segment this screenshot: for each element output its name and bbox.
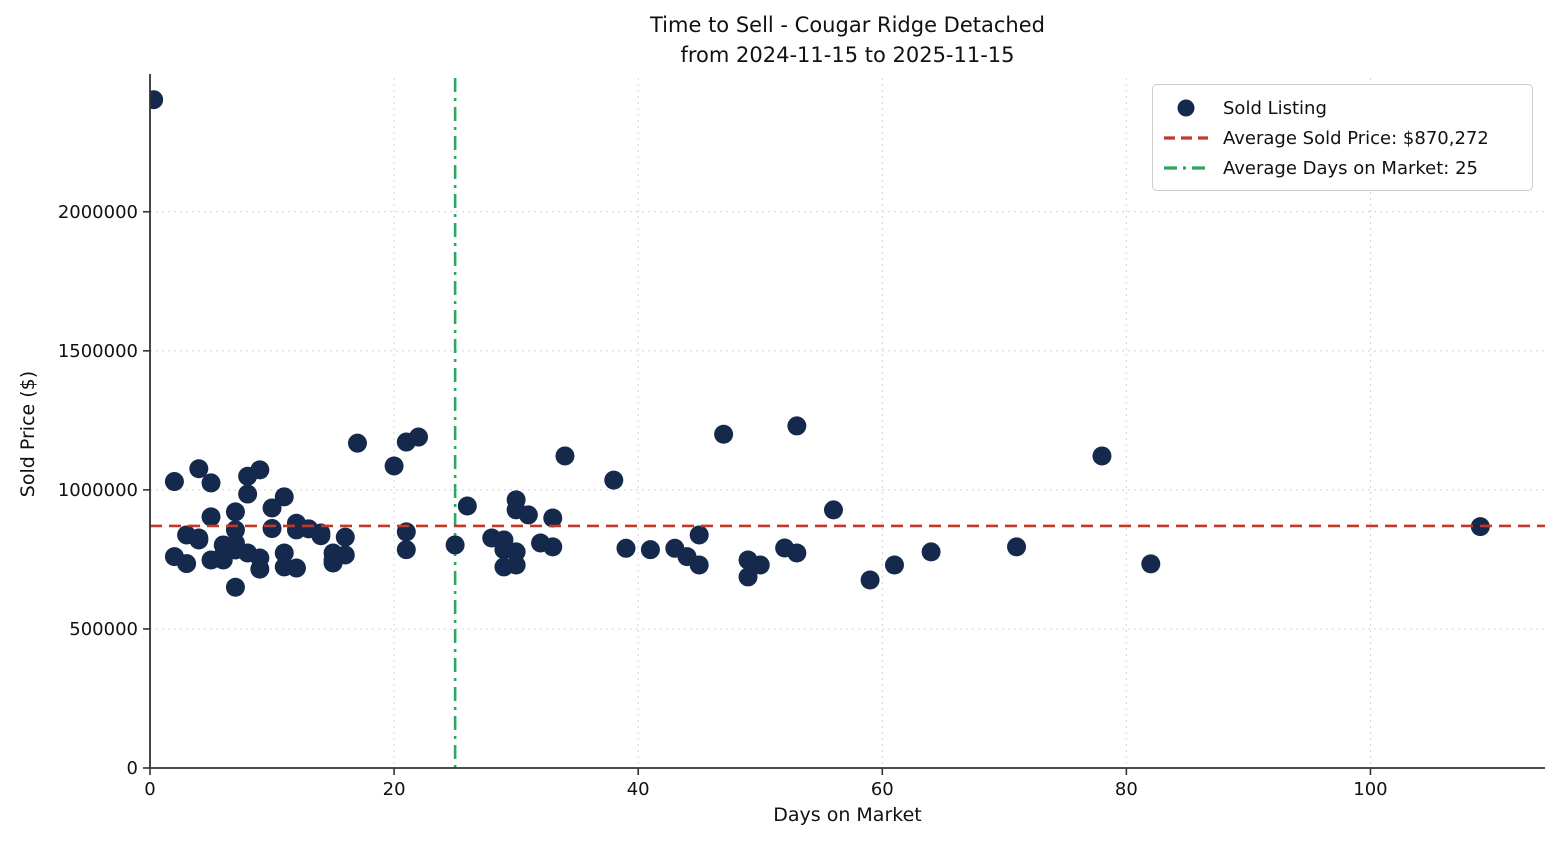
scatter-point — [518, 505, 538, 525]
scatter-point — [823, 500, 843, 520]
scatter-point — [1141, 554, 1161, 574]
scatter-point — [177, 554, 197, 574]
axes-spines — [149, 74, 1545, 769]
y-tick-label: 500000 — [69, 619, 138, 640]
x-tick-label: 60 — [871, 779, 894, 800]
legend-label-avg-days: Average Days on Market: 25 — [1223, 157, 1478, 179]
x-tick-label: 20 — [383, 779, 406, 800]
scatter-point — [384, 456, 404, 476]
scatter-point — [189, 530, 209, 550]
scatter-point — [506, 542, 526, 562]
scatter-point — [189, 459, 209, 479]
scatter-point — [150, 90, 164, 110]
y-tick-label: 2000000 — [58, 202, 138, 223]
scatter-point — [238, 484, 258, 504]
y-tick-label: 0 — [127, 758, 138, 779]
avg-days-dashdot-line-icon — [1163, 158, 1209, 178]
scatter-point — [250, 460, 270, 480]
scatter-point — [274, 487, 294, 507]
legend-item-avg-days: Average Days on Market: 25 — [1163, 153, 1522, 183]
x-tick-label: 40 — [627, 779, 650, 800]
scatter-point — [457, 496, 477, 516]
scatter-point — [506, 555, 526, 575]
scatter-point — [347, 433, 367, 453]
scatter-point — [286, 558, 306, 578]
scatter-point — [201, 507, 221, 527]
scatter-point — [1092, 446, 1112, 466]
scatter-point — [750, 555, 770, 575]
x-tick-label: 80 — [1115, 779, 1138, 800]
scatter-point — [201, 473, 221, 493]
sold-listing-points — [150, 90, 1490, 597]
scatter-point — [274, 543, 294, 563]
scatter-point — [714, 424, 734, 444]
y-tick-label: 1500000 — [58, 341, 138, 362]
scatter-point — [555, 446, 575, 466]
tick-labels: 0 20 40 60 80 100 0 500000 1000000 1500000 2000000 — [58, 202, 1388, 800]
scatter-point — [262, 498, 282, 518]
legend-label-avg-price: Average Sold Price: $870,272 — [1223, 127, 1489, 149]
scatter-point — [409, 427, 429, 447]
scatter-point — [335, 545, 355, 565]
scatter-point — [396, 540, 416, 560]
chart-title-line1: Time to Sell - Cougar Ridge Detached — [650, 13, 1045, 37]
scatter-point — [884, 555, 904, 575]
legend: Sold Listing Average Sold Price: $870,27… — [1152, 84, 1533, 191]
scatter-point — [787, 416, 807, 436]
chart-title: Time to Sell - Cougar Ridge Detached fro… — [150, 10, 1545, 70]
scatter-point — [250, 559, 270, 579]
scatter-point — [1007, 537, 1027, 557]
scatter-point — [616, 538, 636, 558]
scatter-point — [689, 555, 709, 575]
avg-price-dashed-line-icon — [1163, 128, 1209, 148]
x-tick-label: 100 — [1353, 779, 1387, 800]
scatter-point — [335, 527, 355, 547]
scatter-point — [225, 502, 245, 522]
y-axis-label: Sold Price ($) — [17, 370, 39, 498]
scatter-point — [543, 508, 563, 528]
x-axis-label: Days on Market — [773, 804, 922, 826]
scatter-point — [604, 470, 624, 490]
legend-item-sold-listing: Sold Listing — [1163, 93, 1522, 123]
tick-marks — [143, 210, 1372, 775]
scatter-point — [787, 543, 807, 563]
legend-item-avg-price: Average Sold Price: $870,272 — [1163, 123, 1522, 153]
scatter-point — [225, 577, 245, 597]
scatter-point — [262, 519, 282, 539]
sold-listing-dot-icon — [1163, 98, 1209, 118]
scatter-point — [543, 537, 563, 557]
scatter-point — [164, 472, 184, 492]
scatter-point — [311, 526, 331, 546]
scatter-point — [860, 570, 880, 590]
scatter-point — [445, 535, 465, 555]
chart-title-line2: from 2024-11-15 to 2025-11-15 — [680, 43, 1015, 67]
legend-label-sold-listing: Sold Listing — [1223, 97, 1327, 119]
scatter-point — [921, 542, 941, 562]
scatter-point — [689, 525, 709, 545]
scatter-point — [640, 540, 660, 560]
scatter-point — [738, 567, 758, 587]
x-tick-label: 0 — [144, 779, 155, 800]
y-tick-label: 1000000 — [58, 480, 138, 501]
